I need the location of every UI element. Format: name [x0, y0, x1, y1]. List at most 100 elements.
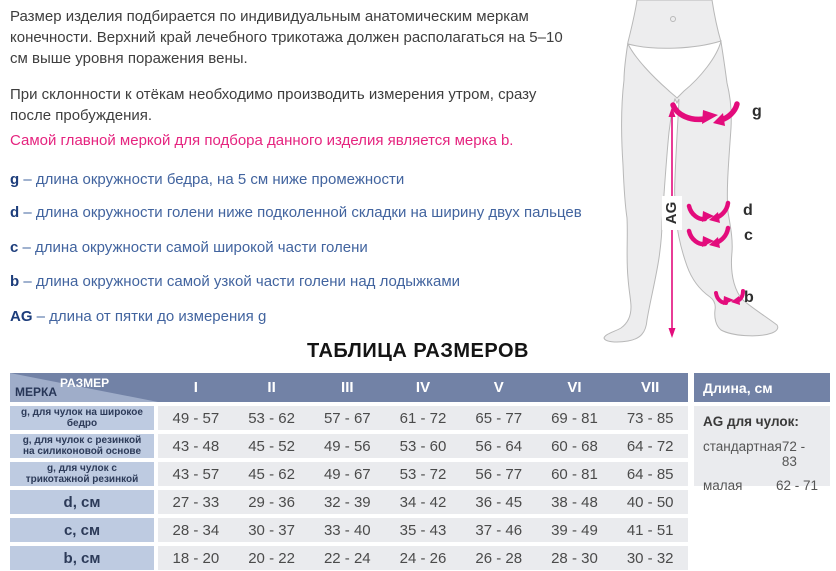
table-cell: 33 - 40 — [323, 521, 371, 539]
table-cell: 45 - 52 — [248, 437, 295, 455]
diagram-label-ag: AG — [662, 196, 682, 230]
measurement-key-b: b — [10, 273, 20, 290]
length-row-standard: стандартная 72 - 83 — [703, 439, 818, 469]
table-cell: 32 - 39 — [323, 493, 371, 511]
table-row: c, см 28 - 34 30 - 37 33 - 40 35 - 43 37… — [10, 518, 688, 542]
table-row: g, для чулок на широкое бедро 49 - 57 53… — [10, 406, 688, 430]
measurement-desc-c: – длина окружности самой широкой части г… — [22, 239, 368, 256]
column-headers: I II III IV V VI VII — [158, 373, 688, 402]
table-cell: 36 - 45 — [475, 493, 523, 511]
row-label: d, см — [10, 490, 154, 514]
column-header-5: V — [493, 379, 504, 396]
table-cell: 37 - 46 — [475, 521, 523, 539]
table-row: g, для чулок с трикотажной резинкой 43 -… — [10, 462, 688, 486]
table-cell: 53 - 62 — [248, 409, 295, 427]
b-arrowhead-icon — [723, 296, 734, 305]
measurement-desc-g: – длина окружности бедра, на 5 см ниже п… — [23, 171, 405, 188]
table-cell: 61 - 72 — [399, 409, 447, 427]
table-cell: 39 - 49 — [551, 521, 598, 539]
length-row-small: малая 62 - 71 — [703, 478, 818, 493]
table-row: b, см 18 - 20 20 - 22 22 - 24 24 - 26 26… — [10, 546, 688, 570]
table-cell: 41 - 51 — [626, 521, 674, 539]
underwear-shape — [627, 40, 722, 99]
length-value: 72 - 83 — [781, 439, 806, 469]
table-cell: 22 - 24 — [323, 549, 371, 567]
table-cell: 20 - 22 — [248, 549, 295, 567]
diagram-label-c: c — [744, 227, 753, 244]
row-values: 49 - 57 53 - 62 57 - 67 61 - 72 65 - 77 … — [158, 406, 688, 430]
table-corner-cell: РАЗМЕР МЕРКА — [10, 373, 158, 402]
column-header-1: I — [193, 379, 198, 396]
table-row: d, см 27 - 33 29 - 36 32 - 39 34 - 42 36… — [10, 490, 688, 514]
measurement-line-b: b – длина окружности самой узкой части г… — [10, 272, 460, 292]
table-cell: 38 - 48 — [551, 493, 598, 511]
table-cell: 73 - 85 — [626, 409, 674, 427]
table-cell: 34 - 42 — [399, 493, 447, 511]
table-cell: 35 - 43 — [399, 521, 447, 539]
b-arrowhead2-icon — [731, 296, 740, 305]
table-cell: 30 - 37 — [248, 521, 295, 539]
size-table: РАЗМЕР МЕРКА I II III IV V VI VII g, для… — [10, 373, 688, 571]
row-values: 27 - 33 29 - 36 32 - 39 34 - 42 36 - 45 … — [158, 490, 688, 514]
row-label: b, см — [10, 546, 154, 570]
measurement-line-g: g – длина окружности бедра, на 5 см ниже… — [10, 170, 404, 190]
intro-paragraph-1: Размер изделия подбирается по индивидуал… — [10, 8, 563, 67]
navel-mark — [670, 16, 676, 22]
table-cell: 18 - 20 — [172, 549, 220, 567]
row-label: g, для чулок на широкое бедро — [10, 406, 154, 430]
c-arrowhead-icon — [702, 236, 714, 247]
corner-merka-label: МЕРКА — [15, 385, 57, 399]
measurement-line-c: c – длина окружности самой широкой части… — [10, 238, 368, 258]
table-cell: 29 - 36 — [248, 493, 295, 511]
measurement-desc-b: – длина окружности самой узкой части гол… — [23, 273, 461, 290]
corner-size-label: РАЗМЕР — [60, 376, 110, 390]
length-panel-subtitle: AG для чулок: — [703, 414, 799, 429]
ag-arrow-down-icon — [668, 328, 676, 338]
table-cell: 43 - 48 — [172, 437, 220, 455]
ag-arrow-up-icon — [668, 107, 676, 117]
table-cell: 28 - 34 — [172, 521, 220, 539]
measurement-key-c: c — [10, 239, 19, 256]
diagram-label-d: d — [743, 202, 753, 219]
length-panel: Длина, см AG для чулок: стандартная 72 -… — [694, 373, 830, 493]
table-cell: 28 - 30 — [551, 549, 598, 567]
table-cell: 49 - 56 — [323, 437, 371, 455]
table-cell: 45 - 62 — [248, 465, 295, 483]
table-cell: 30 - 32 — [626, 549, 674, 567]
table-cell: 27 - 33 — [172, 493, 220, 511]
table-row: g, для чулок с резинкой на силиконовой о… — [10, 434, 688, 458]
table-cell: 64 - 85 — [626, 465, 674, 483]
column-header-3: III — [341, 379, 354, 396]
g-arrowhead-icon — [702, 110, 718, 124]
table-cell: 26 - 28 — [475, 549, 523, 567]
table-cell: 53 - 60 — [399, 437, 447, 455]
table-cell: 60 - 81 — [551, 465, 598, 483]
table-cell: 56 - 64 — [475, 437, 523, 455]
size-table-title: ТАБЛИЦА РАЗМЕРОВ — [307, 340, 529, 362]
row-label: g, для чулок с трикотажной резинкой — [10, 462, 154, 486]
length-panel-body: AG для чулок: стандартная 72 - 83 малая … — [694, 406, 830, 493]
diagram-label-b: b — [744, 289, 754, 306]
table-cell: 49 - 57 — [172, 409, 220, 427]
intro-paragraph-2: При склонности к отёкам необходимо произ… — [10, 86, 537, 124]
table-cell: 56 - 77 — [475, 465, 523, 483]
table-cell: 57 - 67 — [323, 409, 371, 427]
table-cell: 43 - 57 — [172, 465, 220, 483]
measurement-line-d: d – длина окружности голени ниже подколе… — [10, 203, 582, 223]
table-cell: 60 - 68 — [551, 437, 598, 455]
row-values: 18 - 20 20 - 22 22 - 24 24 - 26 26 - 28 … — [158, 546, 688, 570]
measurement-desc-ag: – длина от пятки до измерения g — [36, 308, 267, 325]
length-panel-header: Длина, см — [694, 373, 830, 402]
column-header-7: VII — [641, 379, 660, 396]
length-value: 62 - 71 — [775, 478, 818, 493]
table-cell: 49 - 67 — [323, 465, 371, 483]
size-table-header: РАЗМЕР МЕРКА I II III IV V VI VII — [10, 373, 688, 402]
row-label: g, для чулок с резинкой на силиконовой о… — [10, 434, 154, 458]
table-cell: 69 - 81 — [551, 409, 598, 427]
d-arrowhead-icon — [702, 211, 714, 222]
row-values: 43 - 48 45 - 52 49 - 56 53 - 60 56 - 64 … — [158, 434, 688, 458]
main-measurement-note: Самой главной меркой для подбора данного… — [10, 132, 514, 149]
column-header-6: VI — [567, 379, 582, 396]
diagram-label-g: g — [752, 103, 762, 120]
